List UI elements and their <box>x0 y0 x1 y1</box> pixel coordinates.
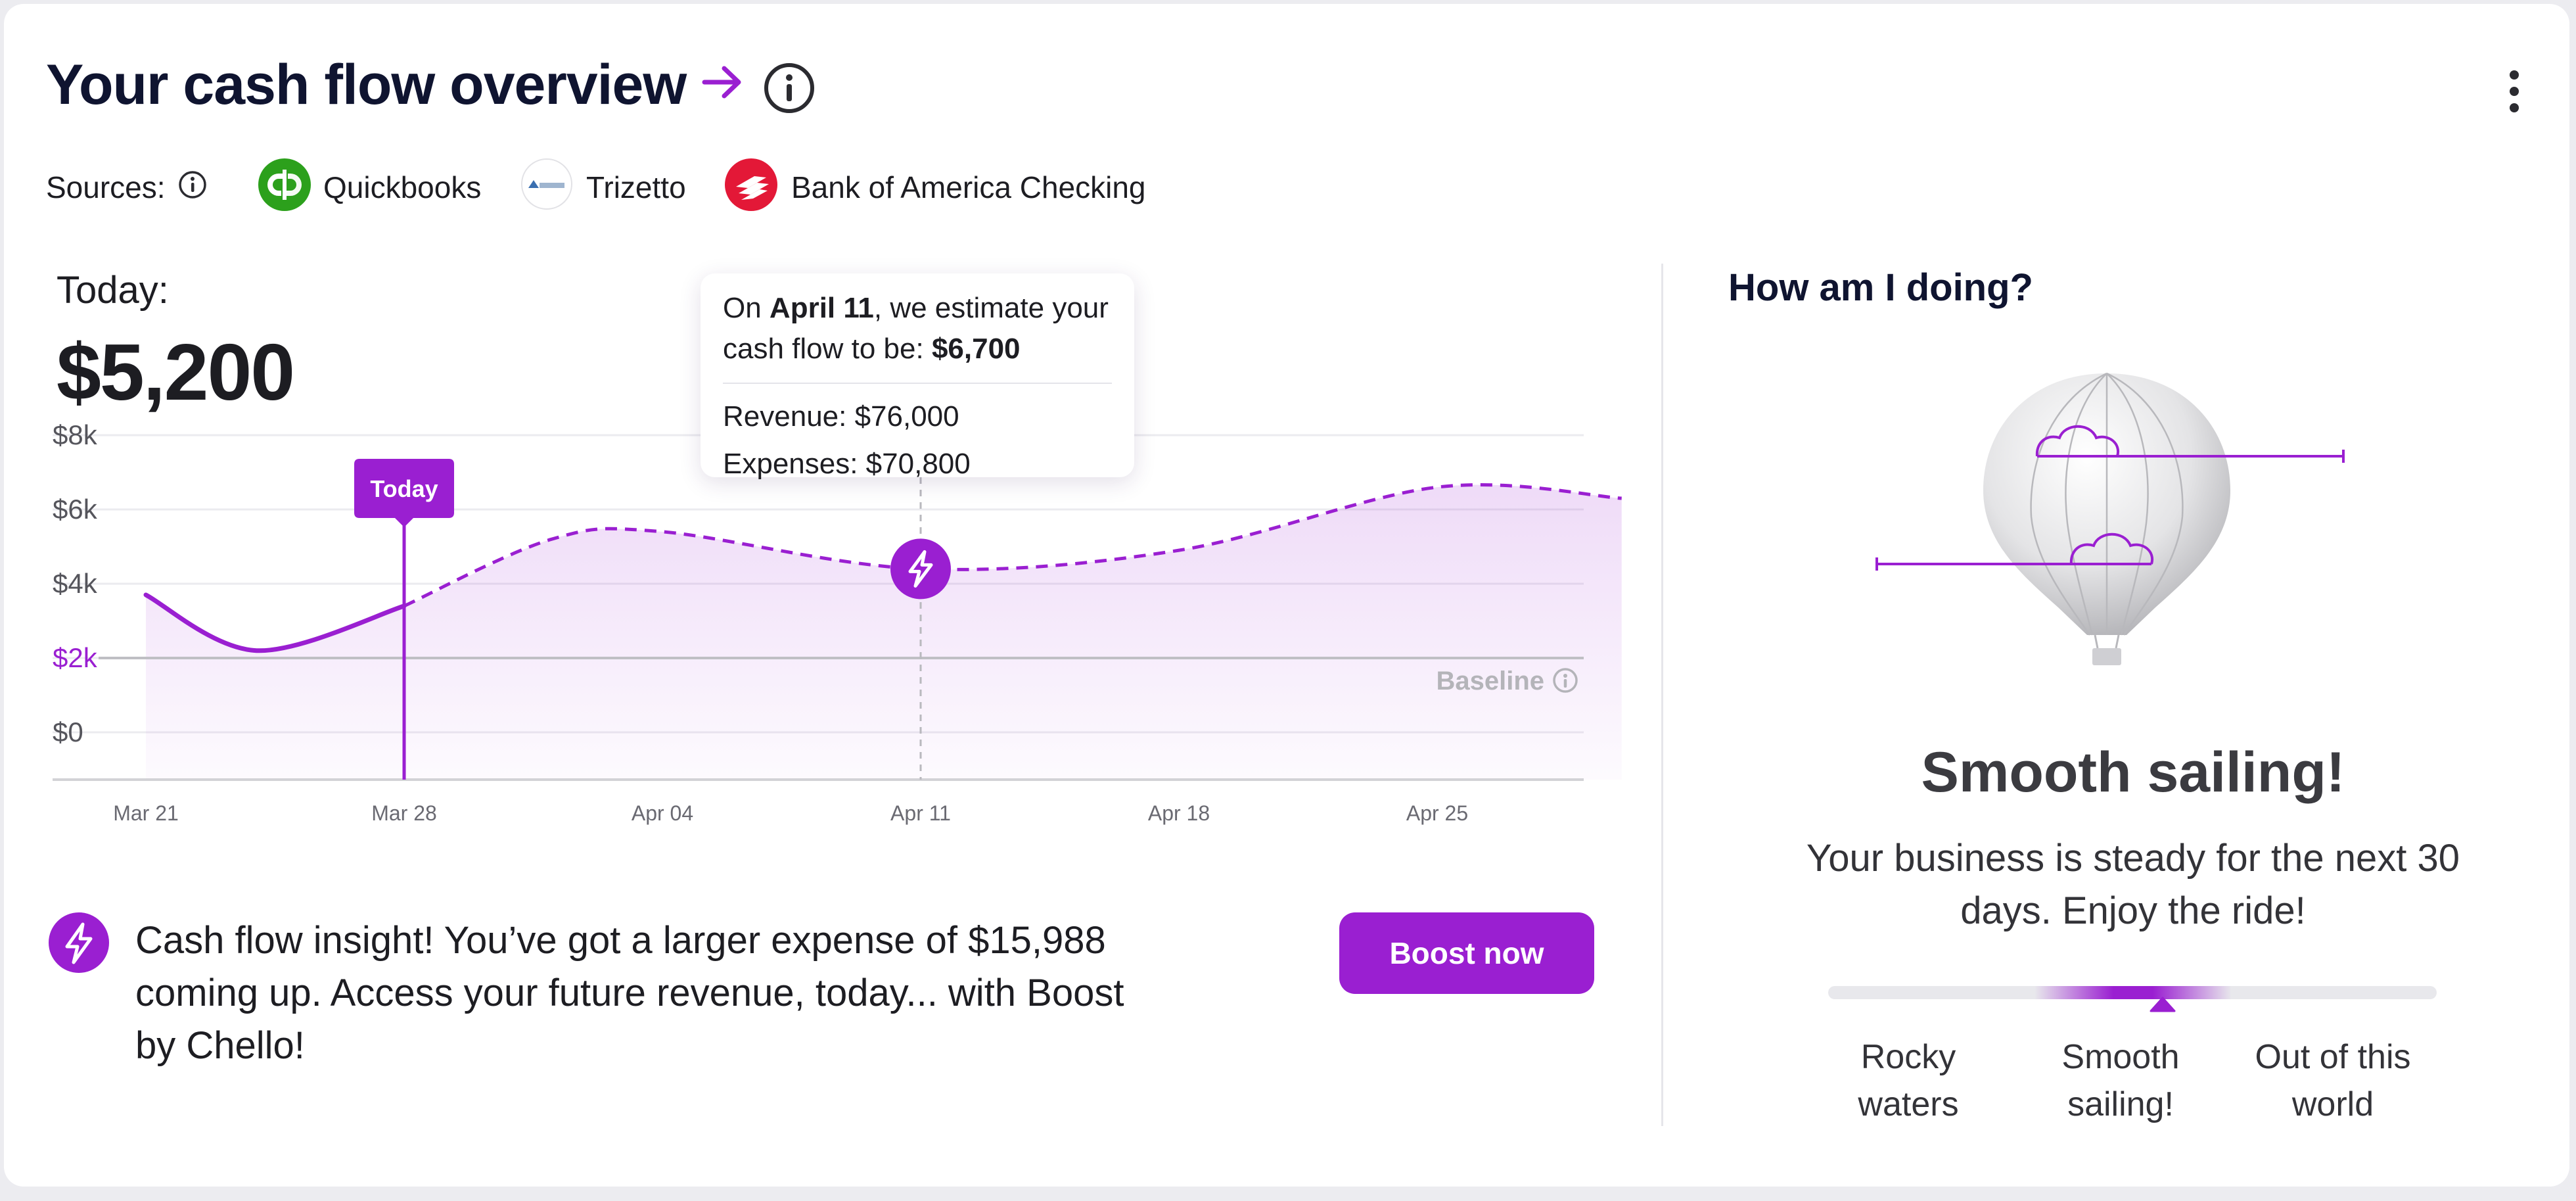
more-vertical-icon[interactable] <box>2495 68 2534 114</box>
arrow-right-icon[interactable] <box>699 59 745 105</box>
caret-up-icon <box>2150 997 2176 1012</box>
tooltip-expenses: Expenses: $70,800 <box>723 448 971 480</box>
tooltip-summary: On April 11, we estimate your cash flow … <box>723 292 1109 365</box>
tooltip-revenue: Revenue: $76,000 <box>723 400 959 433</box>
lightning-bolt-icon <box>49 912 109 973</box>
scale-label-smooth-sailing: Smooth sailing! <box>2061 1038 2180 1123</box>
x-tick-label: Apr 11 <box>890 801 951 825</box>
boost-now-button[interactable]: Boost now <box>1339 912 1594 994</box>
status-description: Your business is steady for the next 30 … <box>1806 837 2460 932</box>
sources-label: Sources: <box>46 170 166 204</box>
source-name-bank-of-america: Bank of America Checking <box>791 170 1146 204</box>
today-label: Today: <box>57 269 169 312</box>
today-marker-label: Today <box>370 475 438 502</box>
forecast-tooltip: On April 11, we estimate your cash flow … <box>701 273 1134 480</box>
series-line-actual <box>143 592 407 653</box>
page-title: Your cash flow overview <box>46 53 687 116</box>
info-icon[interactable] <box>763 62 816 114</box>
x-tick-label: Mar 21 <box>113 801 179 825</box>
cloud-icon <box>2035 425 2345 463</box>
tooltip-date: April 11 <box>769 292 874 324</box>
y-tick-label: $2k <box>53 642 98 673</box>
x-tick-label: Apr 18 <box>1148 801 1210 825</box>
status-title: Smooth sailing! <box>1921 741 2345 804</box>
cloud-icon <box>1875 532 2154 571</box>
info-icon[interactable] <box>1553 668 1578 693</box>
source-name-quickbooks: Quickbooks <box>323 170 482 204</box>
highlight-point[interactable] <box>890 538 951 600</box>
chart-area-fill <box>146 484 1622 780</box>
bank-of-america-logo-icon <box>725 158 777 211</box>
y-tick-label: $6k <box>53 494 98 525</box>
trizetto-logo-icon <box>521 158 572 210</box>
cash-flow-chart: $8k $6k $4k $2k $0 Mar 21 Mar 28 Apr 04 Apr 11 A… <box>53 419 1622 825</box>
tooltip-amount: $6,700 <box>931 333 1021 365</box>
cash-flow-card: Your cash flow overview Sources: Quickbo… <box>4 4 2569 1187</box>
scale-label-rocky-waters: Rocky waters <box>1858 1038 1959 1123</box>
sources-row: Sources: Quickbooks Trizetto Bank of Ame… <box>46 155 1229 214</box>
scale-label-out-of-this-world: Out of this world <box>2255 1038 2411 1123</box>
x-tick-label: Mar 28 <box>371 801 437 825</box>
panel-divider <box>1661 264 1663 1126</box>
y-tick-label: $0 <box>53 717 83 747</box>
y-tick-label: $8k <box>53 419 98 450</box>
info-icon[interactable] <box>177 170 208 200</box>
baseline-label: Baseline <box>1436 667 1544 695</box>
insight-text: Cash flow insight! You’ve got a larger e… <box>135 919 1124 1067</box>
status-scale-active-segment <box>2035 986 2232 999</box>
today-amount: $5,200 <box>57 327 295 417</box>
hot-air-balloon-illustration <box>1875 372 2345 665</box>
quickbooks-logo-icon <box>258 158 311 211</box>
x-tick-label: Apr 25 <box>1406 801 1468 825</box>
tooltip-divider <box>723 383 1112 384</box>
lightning-bolt-icon <box>908 550 933 588</box>
status-panel-title: How am I doing? <box>1728 266 2033 309</box>
series-line-forecast <box>403 483 1622 608</box>
today-marker-flag: Today <box>354 459 454 527</box>
x-tick-label: Apr 04 <box>632 801 693 825</box>
y-tick-label: $4k <box>53 568 98 599</box>
source-name-trizetto: Trizetto <box>586 170 686 204</box>
